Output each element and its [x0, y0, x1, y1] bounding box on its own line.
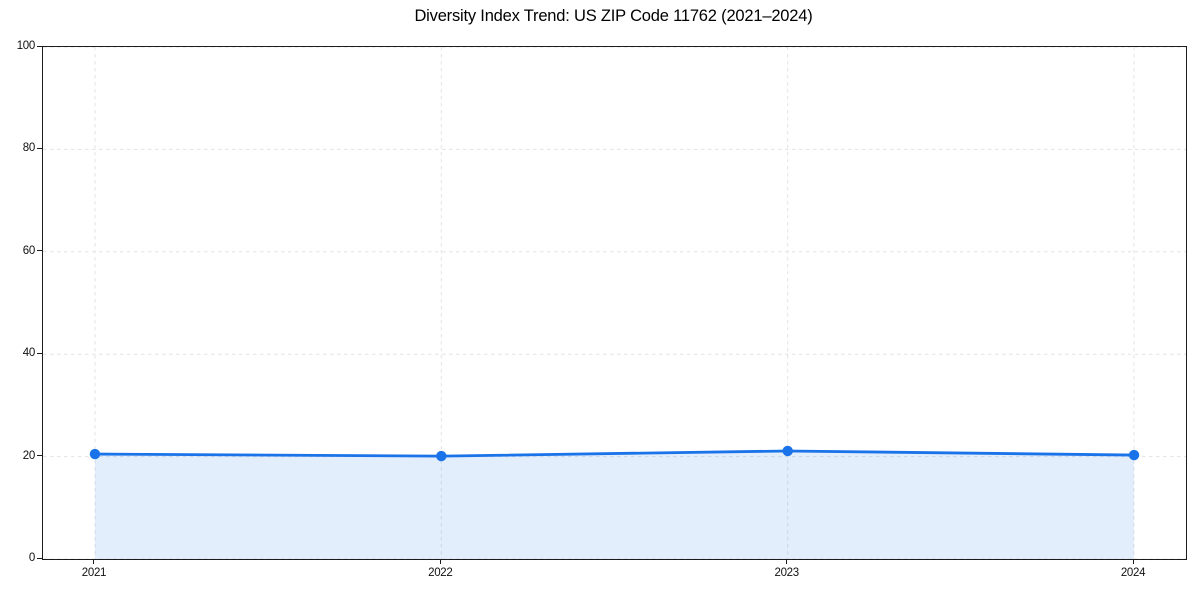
chart-title: Diversity Index Trend: US ZIP Code 11762…: [414, 7, 813, 25]
x-tick-label: 2021: [81, 567, 107, 579]
x-tick-mark: [93, 559, 95, 564]
y-tick-mark: [37, 45, 42, 47]
x-tick-mark: [1132, 559, 1134, 564]
area-fill: [94, 450, 1135, 559]
y-tick-label: 80: [22, 142, 36, 155]
x-tick-label: 2024: [1120, 567, 1146, 579]
data-point-marker: [1128, 449, 1140, 461]
trend-line: [93, 449, 1136, 458]
y-tick-mark: [37, 147, 42, 149]
x-tick-label: 2023: [774, 567, 799, 579]
y-tick-label: 0: [28, 552, 35, 564]
plot-area: [42, 46, 1187, 560]
data-point-marker: [436, 450, 447, 462]
y-tick-mark: [37, 557, 42, 559]
y-tick-label: 40: [22, 347, 36, 360]
data-point-marker: [782, 445, 793, 457]
x-tick-mark: [439, 559, 441, 564]
y-tick-mark: [37, 455, 42, 457]
y-tick-label: 100: [16, 40, 36, 52]
y-tick-mark: [37, 250, 42, 252]
data-point-marker: [89, 448, 101, 460]
y-tick-mark: [37, 352, 42, 354]
x-tick-mark: [786, 559, 788, 564]
x-tick-label: 2022: [428, 567, 453, 579]
line-chart-svg: [43, 47, 1186, 559]
y-tick-label: 60: [22, 244, 36, 257]
y-tick-label: 20: [22, 449, 36, 462]
